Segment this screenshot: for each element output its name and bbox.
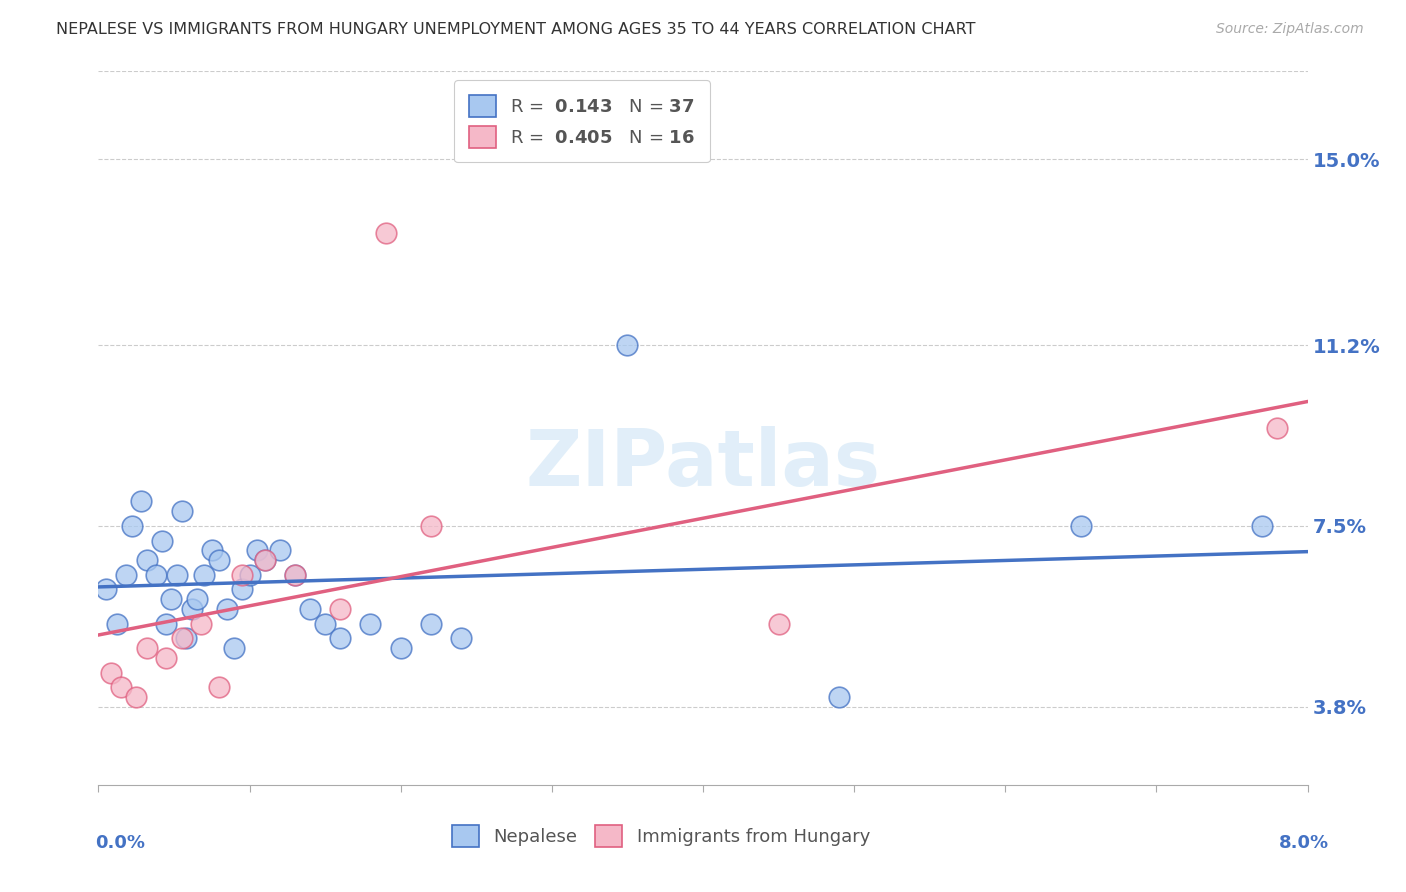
Point: [420, 519, 443, 533]
Point: [284, 567, 307, 582]
Point: [231, 567, 253, 582]
Point: [828, 690, 851, 704]
Point: [420, 616, 443, 631]
Point: [181, 602, 204, 616]
Point: [329, 632, 352, 646]
Point: [155, 651, 177, 665]
Point: [150, 533, 173, 548]
Point: [1267, 421, 1289, 435]
Point: [1070, 519, 1092, 533]
Point: [329, 602, 352, 616]
Point: [193, 567, 215, 582]
Text: 8.0%: 8.0%: [1278, 834, 1329, 852]
Point: [100, 665, 122, 680]
Point: [155, 616, 177, 631]
Point: [224, 641, 246, 656]
Point: [246, 543, 269, 558]
Point: [110, 680, 132, 694]
Point: [231, 582, 253, 597]
Point: [1251, 519, 1274, 533]
Point: [215, 602, 238, 616]
Point: [299, 602, 322, 616]
Point: [135, 641, 157, 656]
Point: [94, 582, 117, 597]
Point: [360, 616, 382, 631]
Point: [314, 616, 336, 631]
Legend: Nepalese, Immigrants from Hungary: Nepalese, Immigrants from Hungary: [443, 816, 879, 856]
Point: [616, 338, 638, 352]
Point: [105, 616, 128, 631]
Point: [166, 567, 188, 582]
Legend: R =  $\mathbf{0.143}$   N = $\mathbf{37}$, R =  $\mathbf{0.405}$   N = $\mathbf{: R = $\mathbf{0.143}$ N = $\mathbf{37}$, …: [454, 80, 710, 162]
Point: [374, 226, 396, 240]
Text: Source: ZipAtlas.com: Source: ZipAtlas.com: [1216, 22, 1364, 37]
Point: [253, 553, 276, 567]
Point: [269, 543, 291, 558]
Point: [121, 519, 143, 533]
Point: [129, 494, 152, 508]
Point: [114, 567, 136, 582]
Point: [174, 632, 197, 646]
Point: [208, 553, 231, 567]
Point: [768, 616, 790, 631]
Point: [170, 504, 193, 518]
Point: [145, 567, 167, 582]
Point: [284, 567, 307, 582]
Point: [125, 690, 148, 704]
Point: [208, 680, 231, 694]
Point: [170, 632, 193, 646]
Point: [450, 632, 472, 646]
Point: [201, 543, 224, 558]
Point: [253, 553, 276, 567]
Point: [135, 553, 157, 567]
Point: [186, 592, 208, 607]
Point: [239, 567, 262, 582]
Text: 0.0%: 0.0%: [96, 834, 146, 852]
Text: NEPALESE VS IMMIGRANTS FROM HUNGARY UNEMPLOYMENT AMONG AGES 35 TO 44 YEARS CORRE: NEPALESE VS IMMIGRANTS FROM HUNGARY UNEM…: [56, 22, 976, 37]
Point: [389, 641, 412, 656]
Text: ZIPatlas: ZIPatlas: [526, 425, 880, 502]
Point: [160, 592, 183, 607]
Point: [190, 616, 212, 631]
